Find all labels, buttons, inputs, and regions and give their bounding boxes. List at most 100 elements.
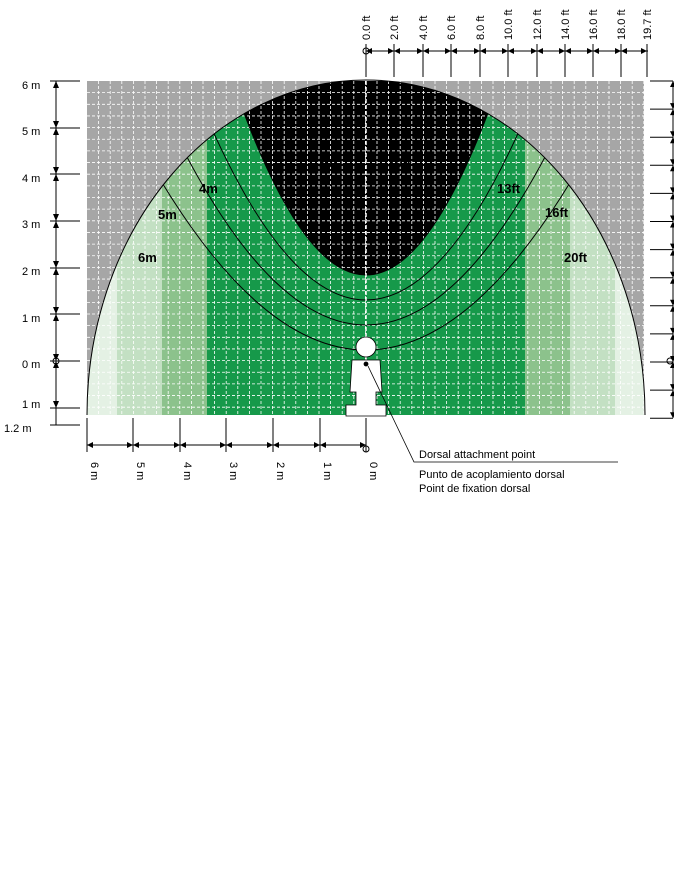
right-arrow — [670, 249, 674, 256]
right-arrow — [670, 221, 674, 228]
top-arrow — [474, 48, 480, 54]
bottom-scale-label: 1 m — [321, 462, 333, 480]
caption-french: Point de fixation dorsal — [419, 483, 530, 495]
right-arrow — [670, 165, 674, 172]
left-origin-marker — [52, 357, 60, 365]
left-scale: 6 m 5 m 4 m 3 m 2 m 1 m 0 m 1 m 1.2 m — [4, 80, 80, 435]
bottom-origin-marker — [362, 445, 370, 453]
top-arrow — [423, 48, 429, 54]
bottom-arrow — [220, 442, 226, 448]
zone-label-13ft: 13ft — [497, 181, 521, 196]
left-arrow — [53, 167, 59, 174]
left-arrow — [53, 261, 59, 268]
top-arrow — [531, 48, 537, 54]
top-scale-label: 18.0 ft — [616, 9, 628, 40]
top-arrow — [537, 48, 543, 54]
top-origin-marker — [362, 47, 370, 55]
left-arrow — [53, 307, 59, 314]
bottom-scale-labels: 6 m 5 m 4 m 3 m 2 m 1 m 0 m — [88, 462, 379, 480]
left-arrow — [53, 174, 59, 181]
top-arrow — [394, 48, 400, 54]
left-arrow — [53, 128, 59, 135]
bottom-scale-ticks — [86, 418, 370, 453]
right-arrow — [670, 81, 674, 87]
semicircle-outline — [86, 79, 646, 416]
top-scale-label: 2.0 ft — [389, 16, 401, 40]
bottom-arrow — [226, 442, 232, 448]
right-arrow — [670, 243, 674, 250]
right-scale — [650, 80, 674, 419]
right-arrow — [670, 187, 674, 194]
leader-line — [367, 365, 618, 463]
left-label-0m: 0 m — [22, 359, 40, 371]
left-arrow — [53, 221, 59, 228]
top-scale-ticks — [362, 44, 648, 77]
left-arrow — [53, 268, 59, 275]
left-label-1m: 1 m — [22, 313, 40, 325]
right-arrow — [670, 333, 674, 340]
top-scale-labels: 0.0 ft 2.0 ft 4.0 ft 6.0 ft 8.0 ft 10.0 ft 12.… — [361, 9, 654, 40]
worker-body — [345, 359, 387, 417]
bottom-scale-label: 5 m — [134, 462, 146, 480]
top-scale-label: 16.0 ft — [588, 9, 600, 40]
bottom-arrow — [273, 442, 279, 448]
top-scale-label: 12.0 ft — [532, 9, 544, 40]
top-arrow — [587, 48, 593, 54]
left-arrow — [53, 214, 59, 221]
bottom-scale-label: 4 m — [181, 462, 193, 480]
bottom-scale-label: 2 m — [274, 462, 286, 480]
right-arrow — [670, 384, 674, 391]
top-arrow — [388, 48, 394, 54]
bottom-arrow — [174, 442, 180, 448]
zone-label-5m: 5m — [158, 207, 177, 222]
right-arrow — [670, 327, 674, 334]
grid-area — [87, 81, 644, 415]
right-origin-marker — [666, 357, 674, 365]
right-arrow — [670, 277, 674, 284]
left-scale-ticks — [50, 80, 80, 426]
bottom-arrow — [314, 442, 320, 448]
left-arrow — [53, 401, 59, 408]
bottom-arrow — [320, 442, 326, 448]
bottom-scale-label: 0 m — [367, 462, 379, 480]
top-scale-label: 19.7 ft — [642, 9, 654, 40]
zone-label-6m: 6m — [138, 250, 157, 265]
right-arrow — [670, 109, 674, 116]
left-arrow — [53, 121, 59, 128]
bottom-arrow — [127, 442, 133, 448]
top-arrow — [451, 48, 457, 54]
caption-english: Dorsal attachment point — [419, 449, 535, 461]
right-arrow — [670, 299, 674, 306]
top-arrow — [565, 48, 571, 54]
right-arrow — [670, 305, 674, 312]
top-arrow — [508, 48, 514, 54]
bottom-arrow — [180, 442, 186, 448]
top-scale-label: 14.0 ft — [560, 9, 572, 40]
bottom-scale-label: 6 m — [88, 462, 100, 480]
left-label-4m: 4 m — [22, 173, 40, 185]
right-arrow — [670, 137, 674, 144]
bottom-arrow — [133, 442, 139, 448]
right-arrow — [670, 103, 674, 110]
bottom-arrow — [267, 442, 273, 448]
right-arrow — [670, 131, 674, 138]
right-arrow — [670, 390, 674, 397]
right-arrow — [670, 412, 674, 419]
top-scale-label: 0.0 ft — [361, 16, 373, 40]
left-label-5m: 5 m — [22, 126, 40, 138]
top-scale-label: 8.0 ft — [475, 16, 487, 40]
zone-3m-band — [207, 81, 525, 415]
left-label-2m: 2 m — [22, 266, 40, 278]
right-arrow — [670, 215, 674, 222]
top-arrow — [417, 48, 423, 54]
dorsal-point-marker — [363, 361, 369, 367]
top-scale-label: 10.0 ft — [503, 9, 515, 40]
worker-figure — [345, 336, 387, 417]
worker-head — [355, 336, 377, 358]
right-scale-ticks — [650, 80, 674, 419]
right-arrow — [670, 362, 674, 368]
top-arrow — [502, 48, 508, 54]
grid-lines — [87, 81, 644, 415]
zone-label-4m: 4m — [199, 181, 218, 196]
left-label-below-1m: 1 m — [22, 399, 40, 411]
